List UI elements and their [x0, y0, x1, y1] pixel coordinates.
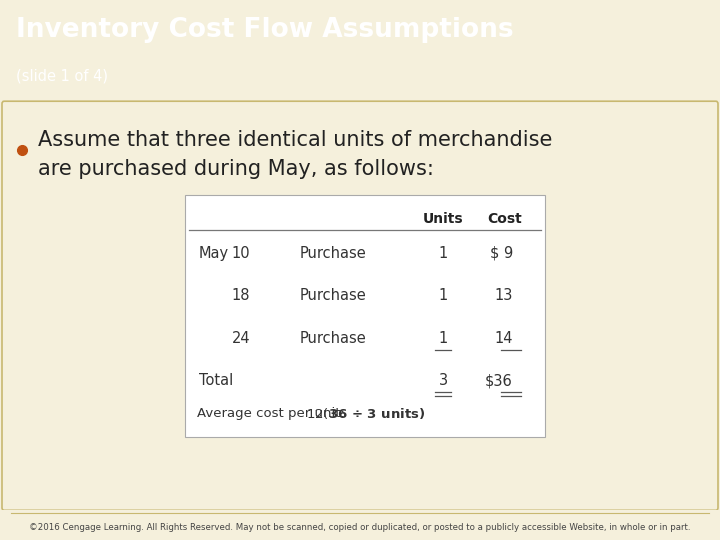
- FancyBboxPatch shape: [185, 195, 545, 437]
- Text: 1: 1: [438, 330, 448, 346]
- Text: 3: 3: [438, 373, 448, 388]
- Text: 10: 10: [232, 246, 251, 261]
- Text: Assume that three identical units of merchandise: Assume that three identical units of mer…: [38, 130, 552, 150]
- Text: 18: 18: [232, 288, 251, 303]
- Text: $ 9: $ 9: [490, 246, 513, 261]
- Text: 13: 13: [495, 288, 513, 303]
- Text: Purchase: Purchase: [300, 288, 366, 303]
- Text: (slide 1 of 4): (slide 1 of 4): [16, 69, 108, 83]
- Text: Total: Total: [199, 373, 233, 388]
- Text: Average cost per unit:: Average cost per unit:: [197, 407, 349, 420]
- Text: $36: $36: [485, 373, 513, 388]
- Text: Purchase: Purchase: [300, 246, 366, 261]
- Text: 1: 1: [438, 288, 448, 303]
- Text: are purchased during May, as follows:: are purchased during May, as follows:: [38, 159, 434, 179]
- Text: 14: 14: [495, 330, 513, 346]
- Text: $12 ($36 ÷ 3 units): $12 ($36 ÷ 3 units): [306, 406, 426, 421]
- Text: Inventory Cost Flow Assumptions: Inventory Cost Flow Assumptions: [16, 17, 513, 43]
- Text: May: May: [199, 246, 229, 261]
- Text: Cost: Cost: [487, 212, 523, 226]
- Text: 24: 24: [232, 330, 251, 346]
- Text: Units: Units: [423, 212, 463, 226]
- Text: 1: 1: [438, 246, 448, 261]
- Text: ©2016 Cengage Learning. All Rights Reserved. May not be scanned, copied or dupli: ©2016 Cengage Learning. All Rights Reser…: [30, 523, 690, 532]
- Text: Purchase: Purchase: [300, 330, 366, 346]
